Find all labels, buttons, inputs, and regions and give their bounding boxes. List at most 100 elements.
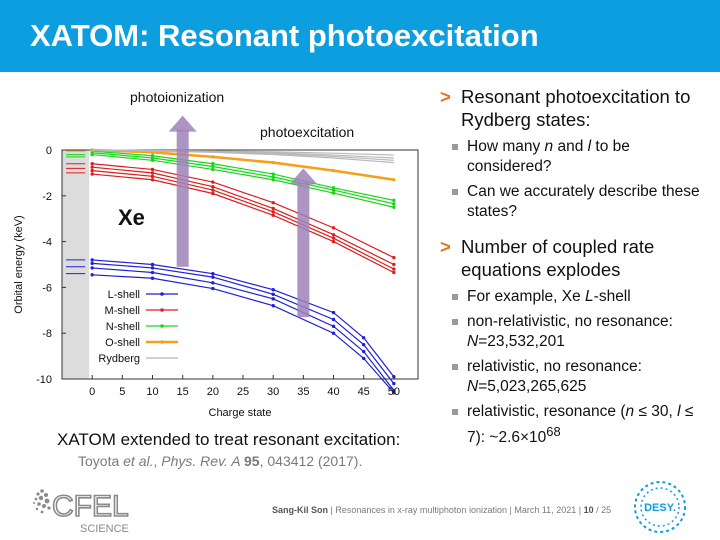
x-tick-label: 10 (146, 386, 158, 398)
arrow-head-icon (289, 168, 318, 185)
data-point (331, 331, 336, 335)
x-tick-label: 30 (267, 386, 279, 398)
legend-marker (160, 308, 164, 312)
legend-marker (160, 292, 164, 296)
ref-sep: , (153, 453, 162, 469)
data-point (211, 155, 215, 159)
legend-label: M-shell (105, 305, 140, 317)
data-point (271, 297, 275, 301)
data-point (361, 336, 366, 340)
bullet-level1: > Resonant photoexcitation to Rydberg sta… (440, 85, 715, 131)
data-point (392, 205, 396, 209)
data-point (271, 175, 275, 179)
annotation-photoionization: photoionization (130, 89, 224, 105)
data-point (90, 165, 94, 169)
data-point (90, 273, 94, 277)
data-point (331, 226, 336, 230)
data-point (150, 276, 155, 280)
data-point (211, 184, 215, 189)
ref-etal: et al. (123, 453, 154, 469)
element-label: Xe (118, 205, 145, 230)
data-point (331, 239, 336, 244)
data-point (392, 198, 396, 203)
bullet-square-icon (452, 364, 458, 370)
data-point (90, 172, 94, 176)
data-point (271, 172, 275, 176)
desy-logo: DESY. (634, 481, 686, 533)
data-point (331, 188, 336, 192)
reference-citation: Toyota et al., Phys. Rev. A 95, 043412 (… (78, 453, 362, 469)
data-point (271, 178, 275, 182)
data-point (211, 180, 215, 184)
data-point (331, 324, 336, 329)
legend-label: N-shell (106, 321, 140, 333)
bullet-level2: relativistic, no resonance: N=5,023,265,… (440, 357, 715, 397)
cfel-logo-text: CFEL (52, 490, 129, 523)
data-point (271, 200, 275, 205)
data-point (361, 349, 366, 354)
legend-label: Rydberg (98, 353, 140, 365)
ref-journal: Phys. Rev. A (161, 453, 245, 469)
data-point (392, 255, 396, 260)
y-axis-label: Orbital energy (keV) (13, 215, 25, 313)
x-tick-label: 0 (89, 386, 95, 398)
data-point (392, 178, 396, 182)
data-point (392, 202, 396, 206)
bullet-square-icon (452, 294, 458, 300)
desy-logo-text: DESY. (644, 502, 676, 514)
footer-total: / 25 (596, 505, 612, 515)
arrow-shaft (176, 129, 189, 267)
figure-caption: XATOM extended to treat resonant excitat… (57, 430, 401, 449)
bullet-text: For example, Xe L-shell (467, 288, 631, 305)
series-line-m-shell (92, 170, 395, 270)
data-point (271, 292, 275, 296)
bullet-level2: For example, Xe L-shell (440, 287, 715, 307)
data-point (211, 167, 215, 172)
data-point (150, 167, 155, 172)
data-point (90, 258, 94, 262)
arrow-head-icon (168, 115, 197, 132)
data-point (361, 356, 366, 361)
data-point (392, 391, 396, 395)
footer-talk: Resonances in x-ray multiphoton ionizati… (335, 505, 507, 515)
bullet-level1: > Number of coupled rate equations explod… (440, 235, 715, 281)
footer-author: Sang-Kil Son (272, 505, 328, 515)
bullet-list: > Resonant photoexcitation to Rydberg sta… (440, 85, 715, 453)
data-point (150, 158, 155, 163)
legend-marker (160, 340, 164, 344)
x-tick-label: 45 (358, 386, 370, 398)
y-tick-label: 0 (46, 145, 52, 157)
y-tick-label: -10 (36, 374, 52, 386)
data-point (392, 381, 396, 386)
data-point (331, 236, 336, 240)
series-line-o-shell (92, 148, 395, 182)
data-point (150, 178, 155, 182)
data-point (271, 206, 275, 211)
series-line-n-shell (92, 152, 394, 205)
legend-label: O-shell (105, 337, 140, 349)
data-point (331, 233, 336, 237)
title-bar: XATOM: Resonant photoexcitation (0, 0, 720, 72)
data-point (90, 266, 94, 270)
data-point (392, 267, 396, 271)
x-tick-label: 20 (207, 386, 219, 398)
bullet-square-icon (452, 409, 458, 415)
data-point (150, 171, 155, 175)
data-point (211, 275, 215, 279)
x-tick-label: 5 (119, 386, 125, 398)
bullet-level2: relativistic, resonance (n ≤ 30, l ≤ 7):… (440, 402, 715, 448)
footer-page: 10 (583, 505, 594, 515)
ref-rest: , 043412 (2017). (259, 453, 363, 469)
data-point (211, 271, 215, 276)
data-point (392, 262, 396, 267)
data-point (150, 270, 155, 275)
data-point (211, 188, 215, 192)
data-point (271, 210, 275, 214)
plot-frame (61, 149, 419, 380)
legend-label: L-shell (108, 289, 140, 301)
x-axis-label: Charge state (209, 407, 272, 419)
ref-authors: Toyota (78, 453, 124, 469)
y-tick-label: -2 (42, 191, 52, 203)
bullet-text: non-relativistic, no resonance: N=23,532… (467, 313, 673, 350)
data-point (392, 270, 396, 275)
